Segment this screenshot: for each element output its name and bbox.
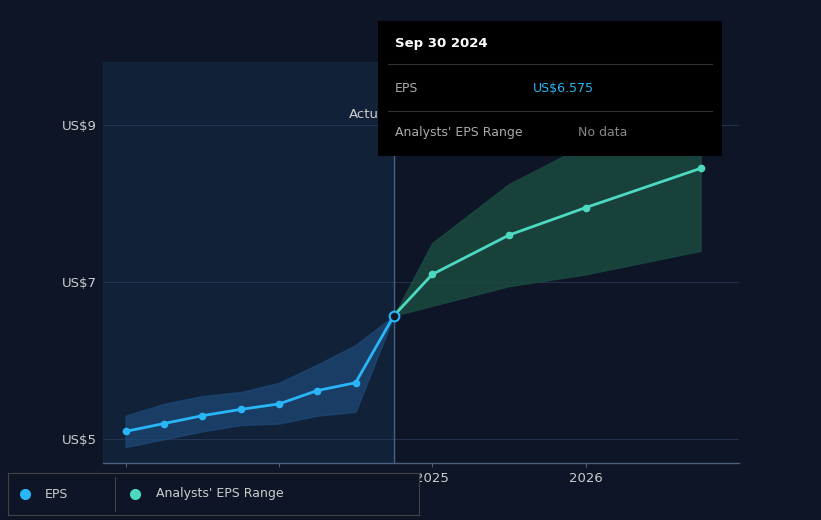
Text: EPS: EPS xyxy=(395,82,418,95)
Text: No data: No data xyxy=(578,126,627,139)
Text: EPS: EPS xyxy=(45,488,68,500)
Text: Analysts' EPS Range: Analysts' EPS Range xyxy=(395,126,522,139)
Text: Analysts' EPS Range: Analysts' EPS Range xyxy=(156,488,283,500)
Text: Analysts Forecasts: Analysts Forecasts xyxy=(401,108,525,121)
Text: Sep 30 2024: Sep 30 2024 xyxy=(395,37,488,50)
Text: Actual: Actual xyxy=(349,108,391,121)
Bar xyxy=(103,62,394,463)
Text: US$6.575: US$6.575 xyxy=(533,82,594,95)
